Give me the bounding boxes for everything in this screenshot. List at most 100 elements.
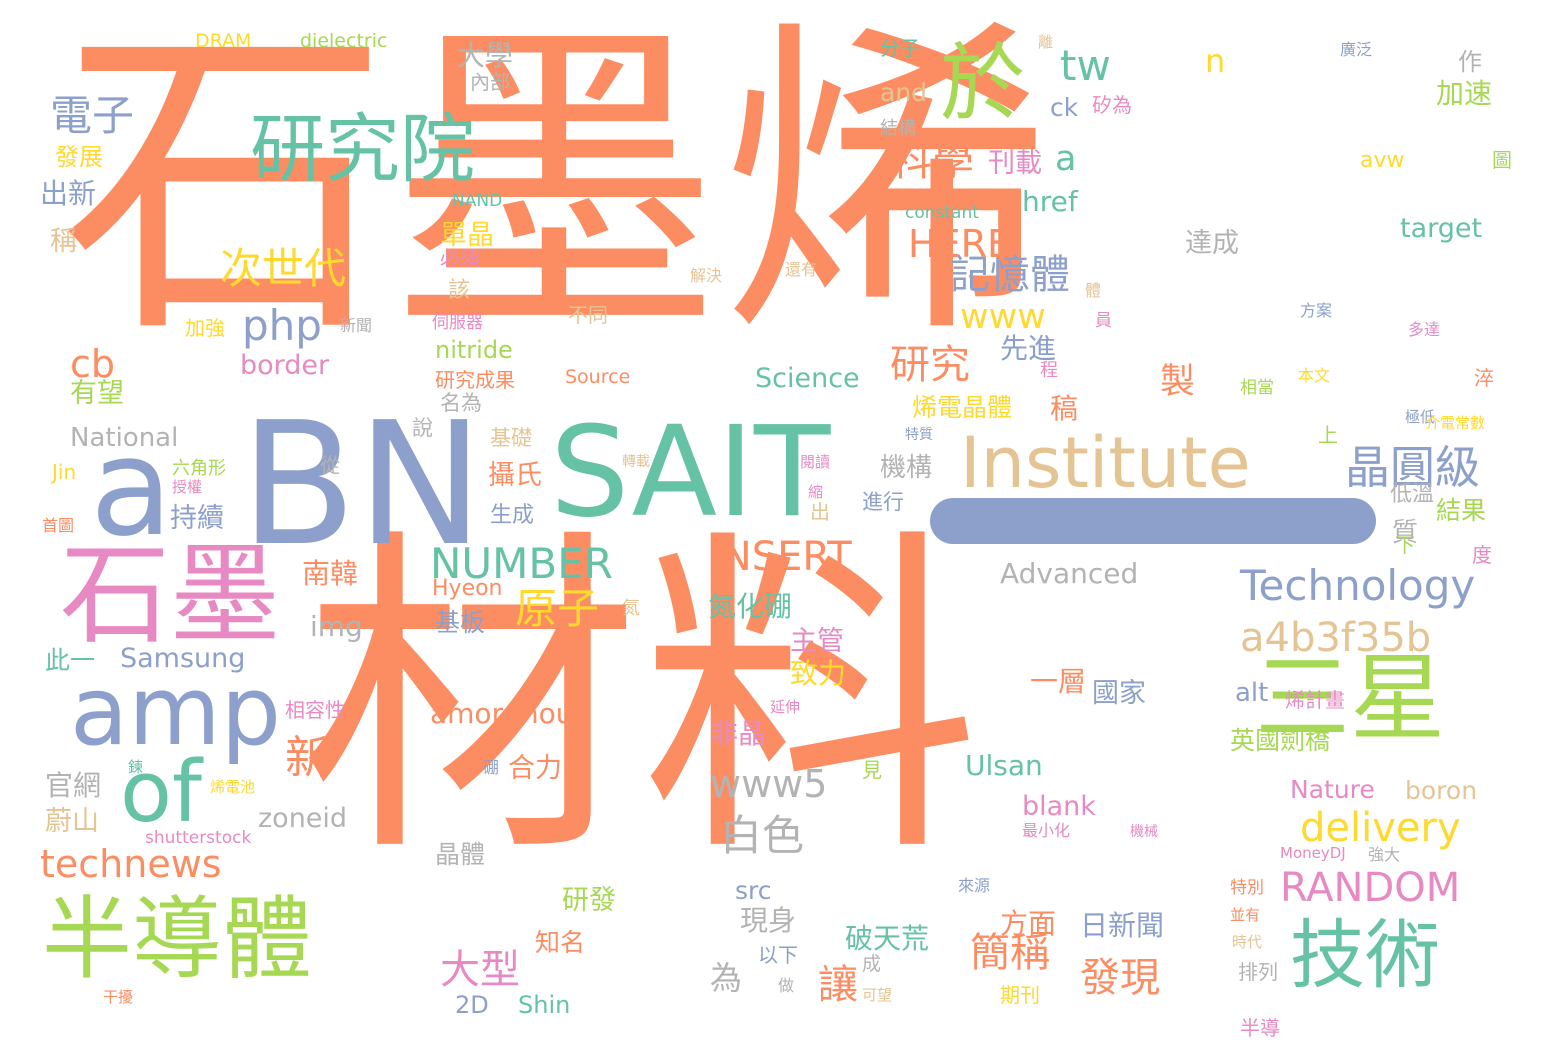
cloud-word: 結果 (1436, 496, 1487, 525)
cloud-word: 晶圓級 (1345, 441, 1481, 494)
cloud-word: 現身 (740, 904, 797, 937)
cloud-word: 度 (1472, 543, 1492, 567)
cloud-word: 大型 (440, 947, 520, 993)
cloud-word: 干擾 (103, 988, 134, 1006)
cloud-word: 新 (285, 731, 331, 784)
cloud-word: 此一 (45, 646, 96, 675)
cloud-word: amp (70, 657, 282, 767)
cloud-word: a4b3f35b (1240, 615, 1432, 661)
cloud-word: 製 (1160, 362, 1196, 402)
cloud-word: 閱讀 (800, 453, 831, 471)
cloud-word: 員 (1095, 311, 1112, 331)
cloud-word: 單晶 (440, 220, 494, 251)
cloud-word: 必須 (440, 246, 480, 270)
cloud-word: www5 (710, 762, 828, 806)
cloud-word: and (880, 78, 928, 107)
cloud-word: 有望 (70, 378, 124, 409)
cloud-word: 離 (1038, 33, 1054, 51)
cloud-word: Nature (1290, 775, 1375, 804)
cloud-word: 可望 (862, 986, 893, 1004)
cloud-word: 相當 (1240, 378, 1274, 398)
cloud-word: 成 (862, 953, 882, 975)
cloud-word: 名為 (440, 391, 482, 415)
cloud-word: 研究院 (250, 105, 476, 193)
cloud-word: 持續 (170, 503, 224, 534)
cloud-word: 以下 (758, 943, 798, 967)
cloud-word: Samsung (120, 643, 246, 674)
cloud-word: 基礎 (490, 426, 532, 450)
cloud-word: 發展 (55, 143, 103, 171)
cloud-word: 授權 (172, 478, 203, 496)
cloud-word: 六角形 (172, 458, 226, 479)
cloud-word: 攝氏 (488, 460, 542, 491)
cloud-word: Ulsan (965, 749, 1043, 782)
cloud-word: 從 (320, 453, 340, 477)
cloud-word: 鍊 (128, 758, 144, 776)
cloud-word: cb (70, 342, 116, 386)
cloud-word: 淬 (1474, 366, 1494, 390)
cloud-word: 硼 (483, 758, 500, 777)
cloud-word: 出 (810, 500, 830, 524)
cloud-word: 氮化硼 (708, 590, 793, 623)
cloud-word: 做 (778, 976, 795, 995)
cloud-word: Advanced (1000, 557, 1139, 590)
cloud-word: ck (1050, 93, 1079, 122)
cloud-word: 稱 (50, 226, 77, 257)
cloud-word: 說 (412, 416, 433, 440)
cloud-word: Technology (1240, 561, 1476, 610)
cloud-word: National (70, 423, 179, 453)
cloud-word: 不同 (568, 303, 608, 327)
cloud-word: 相容性 (285, 698, 345, 722)
cloud-word: 期刊 (1000, 983, 1040, 1007)
cloud-word: 官網 (45, 769, 102, 802)
cloud-word: 研究 (890, 342, 970, 388)
cloud-word: 石墨 (60, 531, 280, 659)
cloud-word: a (90, 409, 173, 566)
cloud-word: 烯電晶體 (912, 393, 1013, 422)
cloud-word: 最小化 (1022, 821, 1071, 840)
cloud-word: 特質 (905, 427, 933, 443)
cloud-word: 加強 (185, 316, 225, 340)
cloud-word: 研究成果 (435, 368, 515, 392)
cloud-word: 方案 (1300, 301, 1333, 320)
cloud-word: RANDOM (1280, 865, 1461, 911)
cloud-word: 次世代 (220, 244, 347, 293)
cloud-word: NUMBER (430, 539, 613, 588)
cloud-word: 下 (1395, 533, 1415, 557)
cloud-word: 白色 (720, 811, 805, 860)
word-cloud-bar (930, 498, 1376, 544)
cloud-word: 分子 (880, 36, 920, 60)
cloud-word: 轉載 (622, 454, 650, 470)
cloud-word: 首圖 (42, 516, 75, 535)
cloud-word: 石墨烯 (60, 0, 1050, 377)
cloud-word: Institute (960, 422, 1251, 504)
cloud-word: 稿 (1050, 392, 1079, 425)
cloud-word: 合力 (508, 753, 562, 784)
cloud-word: 作 (1458, 48, 1482, 76)
cloud-word: 烯電池 (210, 778, 256, 796)
cloud-word: Hyeon (432, 576, 503, 601)
cloud-word: border (240, 350, 330, 381)
cloud-word: 於 (940, 35, 1026, 134)
cloud-word: 研發 (562, 885, 616, 916)
cloud-word: DRAM (195, 30, 252, 52)
cloud-word: 低溫 (1390, 482, 1435, 507)
cloud-word: shutterstock (145, 828, 252, 848)
cloud-word: href (1022, 185, 1078, 218)
cloud-word: 伺服器 (432, 313, 483, 333)
cloud-word: 排列 (1238, 960, 1278, 984)
cloud-word: 強大 (1368, 845, 1401, 864)
cloud-word: Source (565, 366, 631, 388)
cloud-word: 知名 (535, 928, 586, 957)
cloud-word: 晶體 (435, 840, 486, 869)
cloud-word: src (735, 876, 772, 905)
cloud-word: img (310, 610, 363, 643)
cloud-word: 本文 (1298, 366, 1331, 385)
cloud-word: 蔚山 (45, 806, 99, 837)
cloud-word: 上 (1318, 423, 1338, 447)
cloud-word: 程 (1040, 360, 1058, 381)
cloud-word: 並有 (1230, 906, 1261, 924)
cloud-word: www (960, 297, 1046, 337)
cloud-word: 解決 (690, 266, 723, 285)
cloud-word: 大學 (457, 39, 514, 72)
